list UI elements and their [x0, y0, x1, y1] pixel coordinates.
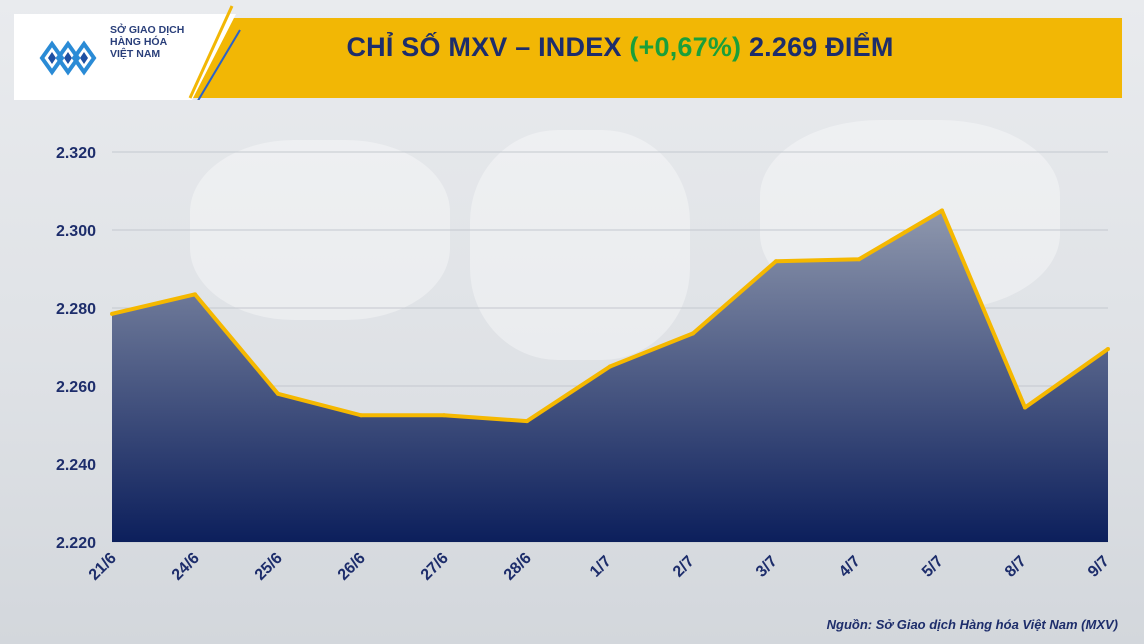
y-tick-label: 2.220 [56, 535, 96, 552]
title-prefix: CHỈ SỐ MXV – INDEX [346, 32, 630, 62]
data-point [857, 257, 861, 262]
data-point [193, 292, 197, 297]
data-point [1106, 346, 1110, 351]
x-tick-label: 27/6 [418, 550, 452, 584]
x-tick-label: 21/6 [86, 550, 120, 584]
x-tick-label: 24/6 [169, 550, 203, 584]
logo-line-1: SỞ GIAO DỊCH [110, 24, 185, 36]
x-tick-label: 2/7 [670, 553, 698, 581]
chart-title: CHỈ SỐ MXV – INDEX (+0,67%) 2.269 ĐIỂM [240, 32, 1000, 63]
y-axis-ticks: 2.220 2.240 2.260 2.280 2.300 2.320 [56, 145, 96, 552]
series-area [112, 210, 1108, 542]
y-tick-label: 2.320 [56, 145, 96, 162]
x-tick-label: 9/7 [1085, 553, 1113, 581]
x-tick-label: 26/6 [335, 550, 369, 584]
x-axis-ticks: 21/6 24/6 25/6 26/6 27/6 28/6 1/7 2/7 3/7 4/7 5/7 8… [86, 550, 1113, 584]
x-tick-label: 5/7 [919, 553, 947, 581]
x-tick-label: 1/7 [587, 553, 615, 581]
data-point [1023, 405, 1027, 410]
data-area [112, 210, 1108, 542]
data-point [276, 391, 280, 396]
data-point [359, 413, 363, 418]
logo-line-3: VIỆT NAM [110, 48, 161, 60]
x-tick-label: 25/6 [252, 550, 286, 584]
data-point [608, 364, 612, 369]
logo-line-2: HÀNG HÓA [110, 36, 168, 48]
x-tick-label: 4/7 [836, 553, 864, 581]
mxv-logo-icon [38, 36, 106, 80]
data-point [774, 259, 778, 264]
background-map-shape [470, 130, 690, 360]
y-tick-label: 2.280 [56, 301, 96, 318]
title-suffix: 2.269 ĐIỂM [741, 32, 894, 62]
logo-text: SỞ GIAO DỊCH HÀNG HÓA VIỆT NAM [110, 24, 184, 60]
y-tick-label: 2.300 [56, 223, 96, 240]
data-point [110, 311, 114, 316]
title-change: (+0,67%) [629, 32, 742, 62]
source-note: Nguồn: Sở Giao dịch Hàng hóa Việt Nam (M… [826, 617, 1118, 632]
data-point [691, 331, 695, 336]
data-point [442, 413, 446, 418]
y-tick-label: 2.260 [56, 379, 96, 396]
x-tick-label: 8/7 [1002, 553, 1030, 581]
y-tick-label: 2.240 [56, 457, 96, 474]
header-band [14, 5, 1122, 100]
data-point [940, 208, 944, 213]
x-tick-label: 3/7 [753, 553, 781, 581]
x-tick-label: 28/6 [501, 550, 535, 584]
data-point [525, 419, 529, 424]
data-line [110, 208, 1110, 424]
